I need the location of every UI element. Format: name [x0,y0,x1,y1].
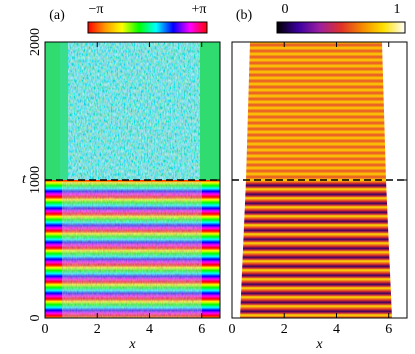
x-axis-label: x [315,337,323,352]
panel-label: (a) [49,8,65,23]
x-tick-label: 4 [333,322,340,337]
y-tick-label: 0 [28,315,43,322]
colorbar-tick-label: +π [192,2,207,17]
x-tick-label: 0 [42,322,49,337]
y-tick-label: 2000 [28,28,43,56]
colorbar-tick-label: 0 [282,2,289,17]
panel-a-image [45,42,220,318]
x-tick-label: 6 [198,322,205,337]
x-tick-label: 6 [385,322,392,337]
x-tick-label: 2 [281,322,288,337]
x-tick-label: 4 [146,322,153,337]
colorbar-tick-label: −π [89,2,104,17]
x-tick-label: 0 [229,322,236,337]
panel-label: (b) [236,8,253,23]
x-axis-label: x [128,337,136,352]
y-axis-label: t [22,172,27,187]
y-tick-label: 1000 [28,166,43,194]
colorbar-tick-label: 1 [394,2,401,17]
colorbar [87,21,208,34]
x-tick-label: 2 [94,322,101,337]
colorbar [276,21,406,34]
